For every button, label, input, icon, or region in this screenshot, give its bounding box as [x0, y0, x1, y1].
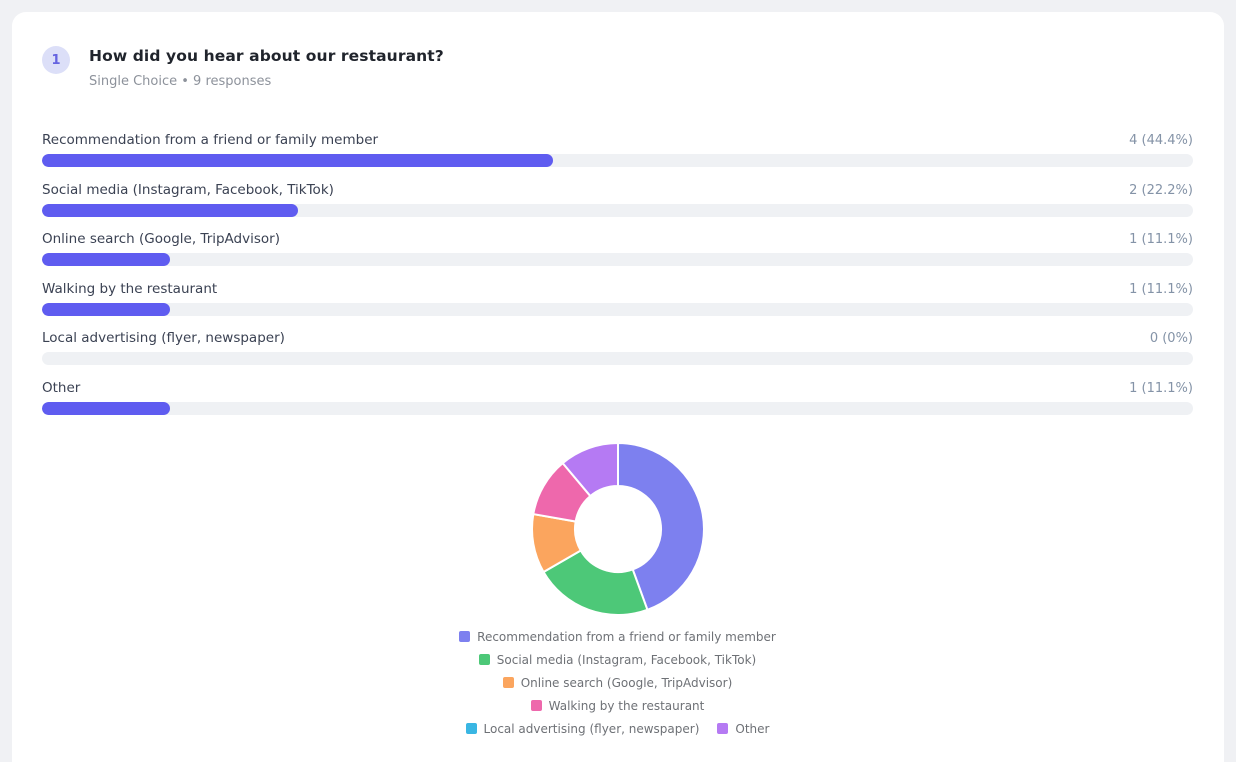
- option-label: Local advertising (flyer, newspaper): [42, 330, 285, 346]
- legend-item[interactable]: Recommendation from a friend or family m…: [459, 630, 776, 644]
- bar-fill: [42, 253, 170, 266]
- result-row: Local advertising (flyer, newspaper) 0 (0…: [42, 330, 1193, 365]
- legend-swatch-icon: [459, 631, 471, 642]
- bar-fill: [42, 203, 298, 217]
- bar-track: [42, 154, 1193, 167]
- donut-slice[interactable]: [616, 441, 705, 611]
- result-row: Recommendation from a friend or family m…: [42, 132, 1193, 167]
- legend-label: Online search (Google, TripAdvisor): [520, 675, 733, 690]
- legend-swatch-icon: [717, 723, 729, 734]
- result-row: Other 1 (11.1%): [42, 380, 1193, 415]
- legend-label: Walking by the restaurant: [548, 698, 705, 713]
- legend-label: Other: [735, 721, 770, 736]
- bar-track: [42, 401, 1193, 415]
- legend-label: Recommendation from a friend or family m…: [477, 629, 776, 644]
- question-result-card: 1 How did you hear about our restaurant?…: [12, 12, 1224, 762]
- donut-slice[interactable]: [560, 441, 619, 497]
- option-label: Other: [42, 379, 81, 396]
- option-label: Online search (Google, TripAdvisor): [42, 231, 280, 247]
- option-value: 0 (0%): [1149, 331, 1193, 346]
- option-label: Walking by the restaurant: [42, 280, 218, 297]
- legend-label: Local advertising (flyer, newspaper): [483, 721, 700, 736]
- chart-legend: Recommendation from a friend or family m…: [437, 630, 799, 736]
- donut-slice[interactable]: [541, 548, 649, 616]
- option-value: 1 (11.1%): [1129, 380, 1193, 396]
- question-header: 1 How did you hear about our restaurant?…: [42, 46, 1193, 89]
- option-value: 4 (44.4%): [1129, 133, 1193, 148]
- legend-item[interactable]: Other: [717, 722, 769, 736]
- legend-item[interactable]: Online search (Google, TripAdvisor): [502, 675, 733, 690]
- option-label: Social media (Instagram, Facebook, TikTo…: [42, 181, 334, 198]
- bar-fill: [42, 401, 170, 415]
- legend-item[interactable]: Walking by the restaurant: [530, 698, 705, 713]
- bar-track: [42, 302, 1193, 316]
- option-label: Recommendation from a friend or family m…: [42, 132, 379, 148]
- donut-chart: [530, 441, 705, 616]
- option-value: 1 (11.1%): [1129, 232, 1193, 247]
- question-meta: Single Choice • 9 responses: [89, 74, 272, 89]
- legend-swatch-icon: [478, 654, 490, 665]
- legend-swatch-icon: [530, 700, 542, 711]
- question-number-badge: 1: [42, 46, 70, 74]
- legend-swatch-icon: [465, 723, 477, 734]
- option-value: 2 (22.2%): [1129, 182, 1193, 198]
- bar-track: [42, 253, 1193, 266]
- donut-chart-container: [42, 441, 1193, 617]
- result-row: Online search (Google, TripAdvisor) 1 (11…: [42, 231, 1193, 266]
- legend-swatch-icon: [502, 677, 514, 688]
- legend-item[interactable]: Social media (Instagram, Facebook, TikTo…: [478, 652, 757, 667]
- legend-label: Social media (Instagram, Facebook, TikTo…: [496, 652, 757, 667]
- bar-track: [42, 352, 1193, 365]
- bar-results-list: Recommendation from a friend or family m…: [42, 132, 1193, 415]
- bar-fill: [42, 302, 170, 316]
- question-title: How did you hear about our restaurant?: [89, 47, 444, 65]
- legend-item[interactable]: Local advertising (flyer, newspaper): [465, 721, 700, 736]
- option-value: 1 (11.1%): [1129, 281, 1193, 297]
- result-row: Social media (Instagram, Facebook, TikTo…: [42, 182, 1193, 217]
- result-row: Walking by the restaurant 1 (11.1%): [42, 281, 1193, 316]
- bar-track: [42, 203, 1193, 217]
- bar-fill: [42, 154, 554, 167]
